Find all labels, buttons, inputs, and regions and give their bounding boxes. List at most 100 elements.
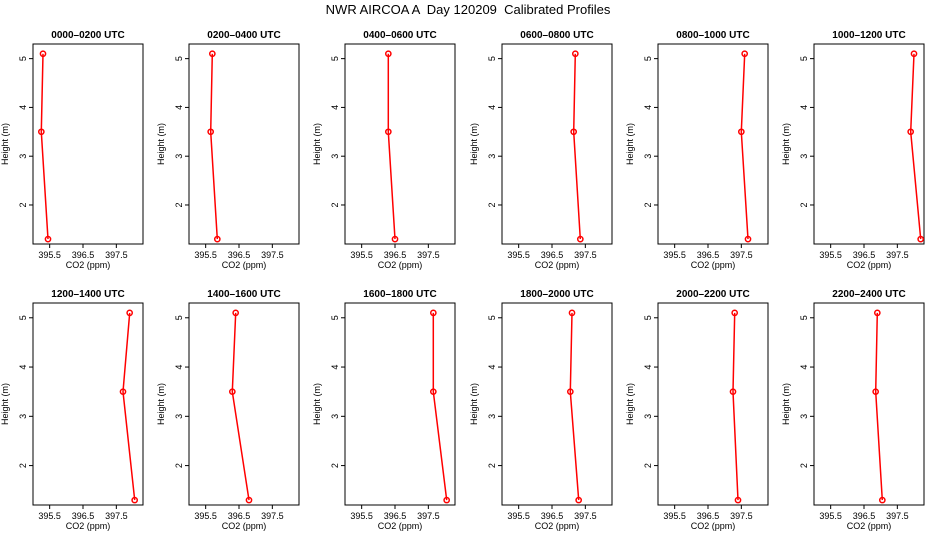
series-line (231, 312, 250, 501)
y-tick-label: 3 (18, 414, 28, 419)
y-tick-label: 3 (18, 154, 28, 159)
data-point (907, 128, 915, 136)
panel-title: 1400–1600 UTC (207, 289, 280, 300)
plot-frame (344, 302, 456, 506)
series-line (874, 312, 884, 501)
panel-5: 0800–1000 UTC 395.5 396.5 397.5 2 3 4 5 CO2 (ppm… (625, 30, 769, 270)
data-point (570, 128, 578, 136)
x-tick-label: 396.5 (384, 250, 407, 260)
x-tick-label: 396.5 (228, 250, 251, 260)
x-tick-label: 396.5 (72, 250, 95, 260)
y-axis-label: Height (m) (781, 383, 791, 425)
x-axis-label: CO2 (ppm) (222, 521, 267, 531)
y-tick-label: 3 (799, 154, 809, 159)
plot-frame (501, 302, 613, 506)
y-axis-label: Height (m) (625, 383, 635, 425)
y-tick-label: 2 (330, 463, 340, 468)
x-tick-label: 396.5 (697, 511, 720, 521)
data-point (37, 128, 45, 136)
x-tick-label: 397.5 (105, 511, 128, 521)
y-tick-label: 4 (487, 105, 497, 110)
data-point (443, 496, 451, 504)
x-tick-label: 397.5 (417, 250, 440, 260)
y-tick-label: 2 (174, 202, 184, 207)
x-tick-label: 395.5 (819, 250, 842, 260)
x-tick-label: 396.5 (228, 511, 251, 521)
data-point (571, 50, 579, 58)
y-tick-label: 4 (18, 105, 28, 110)
panel-7: 1200–1400 UTC 395.5 396.5 397.5 2 3 4 5 CO2 (ppm… (0, 289, 144, 531)
y-tick-label: 2 (18, 202, 28, 207)
panel-11: 2000–2200 UTC 395.5 396.5 397.5 2 3 4 5 CO2 (ppm… (625, 289, 769, 531)
series-line (572, 53, 582, 240)
x-axis-label: CO2 (ppm) (535, 260, 580, 270)
plot-frame (657, 302, 769, 506)
series-line (909, 53, 922, 240)
y-tick-label: 5 (799, 315, 809, 320)
x-axis-label: CO2 (ppm) (66, 260, 111, 270)
y-tick-label: 4 (799, 105, 809, 110)
y-tick-label: 3 (174, 414, 184, 419)
x-axis-label: CO2 (ppm) (535, 521, 580, 531)
y-axis-label: Height (m) (625, 123, 635, 165)
series-line (732, 312, 739, 501)
data-point (734, 496, 742, 504)
data-point (744, 235, 752, 243)
y-tick-label: 2 (487, 463, 497, 468)
y-tick-label: 4 (799, 365, 809, 370)
y-tick-label: 3 (330, 154, 340, 159)
data-point (729, 388, 737, 396)
x-tick-label: 395.5 (507, 511, 530, 521)
panel-title: 1200–1400 UTC (51, 289, 124, 300)
y-tick-label: 3 (487, 414, 497, 419)
y-tick-label: 3 (487, 154, 497, 159)
series-line (40, 53, 49, 240)
x-tick-label: 397.5 (886, 511, 909, 521)
x-tick-label: 396.5 (541, 511, 564, 521)
x-tick-label: 395.5 (194, 511, 217, 521)
data-point (213, 235, 221, 243)
y-tick-label: 4 (174, 365, 184, 370)
data-point (741, 50, 749, 58)
y-tick-label: 4 (330, 365, 340, 370)
panel-title: 0200–0400 UTC (207, 30, 280, 41)
x-axis-label: CO2 (ppm) (66, 521, 111, 531)
plot-frame (657, 43, 769, 245)
panel-title: 0600–0800 UTC (520, 30, 593, 41)
panel-12: 2200–2400 UTC 395.5 396.5 397.5 2 3 4 5 CO2 (ppm… (781, 289, 925, 531)
data-point (910, 50, 918, 58)
y-tick-label: 5 (643, 315, 653, 320)
x-axis-label: CO2 (ppm) (847, 521, 892, 531)
series-line (740, 53, 749, 240)
x-tick-label: 395.5 (38, 250, 61, 260)
x-axis-label: CO2 (ppm) (691, 521, 736, 531)
y-tick-label: 5 (330, 315, 340, 320)
y-tick-label: 4 (487, 365, 497, 370)
x-tick-label: 397.5 (261, 250, 284, 260)
series-line (569, 312, 580, 501)
y-axis-label: Height (m) (156, 383, 166, 425)
y-tick-label: 5 (330, 56, 340, 61)
data-point (917, 235, 925, 243)
y-tick-label: 4 (174, 105, 184, 110)
panel-title: 0400–0600 UTC (363, 30, 436, 41)
y-axis-label: Height (m) (781, 123, 791, 165)
x-tick-label: 395.5 (194, 250, 217, 260)
y-tick-label: 4 (643, 105, 653, 110)
plot-frame (501, 43, 613, 245)
y-tick-label: 2 (330, 202, 340, 207)
x-axis-label: CO2 (ppm) (378, 521, 423, 531)
data-point (391, 235, 399, 243)
y-axis-label: Height (m) (156, 123, 166, 165)
y-axis-label: Height (m) (312, 383, 322, 425)
x-axis-label: CO2 (ppm) (378, 260, 423, 270)
plot-frame (344, 43, 456, 245)
y-tick-label: 3 (643, 414, 653, 419)
y-tick-label: 2 (174, 463, 184, 468)
x-tick-label: 397.5 (730, 511, 753, 521)
panel-8: 1400–1600 UTC 395.5 396.5 397.5 2 3 4 5 CO2 (ppm… (156, 289, 300, 531)
x-axis-label: CO2 (ppm) (847, 260, 892, 270)
y-tick-label: 5 (799, 56, 809, 61)
page-title: NWR AIRCOA A Day 120209 Calibrated Profi… (325, 2, 611, 17)
panel-2: 0200–0400 UTC 395.5 396.5 397.5 2 3 4 5 CO2 (ppm… (156, 30, 300, 270)
